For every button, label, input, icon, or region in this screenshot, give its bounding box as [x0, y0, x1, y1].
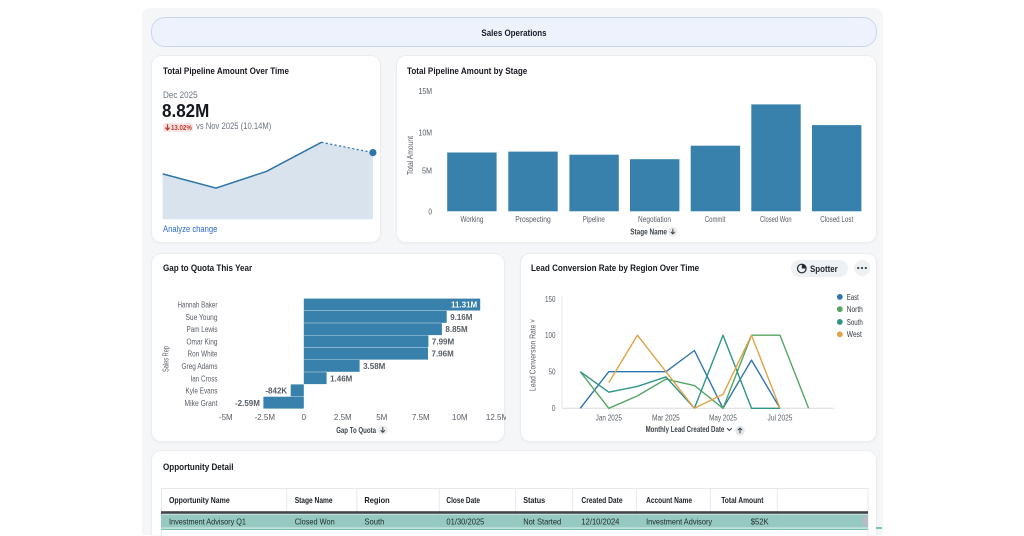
svg-text:Closed Won: Closed Won: [760, 215, 792, 224]
svg-text:12/10/2024: 12/10/2024: [582, 516, 620, 526]
svg-text:Stage Name: Stage Name: [630, 227, 667, 236]
svg-text:50: 50: [549, 368, 556, 377]
svg-text:-2.59M: -2.59M: [235, 399, 260, 408]
svg-text:Hannah Baker: Hannah Baker: [178, 301, 218, 310]
svg-text:7.5M: 7.5M: [412, 413, 430, 422]
svg-text:Created Date: Created Date: [582, 495, 624, 505]
svg-text:Omar King: Omar King: [187, 337, 218, 346]
svg-text:Region: Region: [365, 495, 390, 505]
svg-text:Kyle Evans: Kyle Evans: [186, 387, 218, 396]
svg-text:Monthly Lead Created Date: Monthly Lead Created Date: [646, 425, 725, 434]
svg-text:Prospecting: Prospecting: [515, 215, 551, 224]
svg-text:5M: 5M: [422, 167, 432, 176]
svg-text:0: 0: [302, 413, 307, 422]
svg-text:Pipeline: Pipeline: [583, 215, 606, 224]
svg-text:Opportunity Name: Opportunity Name: [169, 495, 230, 505]
svg-text:Closed Lost: Closed Lost: [820, 215, 854, 224]
svg-text:10M: 10M: [419, 129, 433, 138]
svg-text:5M: 5M: [376, 413, 387, 422]
svg-text:Investment Advisory: Investment Advisory: [646, 516, 713, 526]
svg-text:Commit: Commit: [705, 215, 726, 224]
svg-text:$52K: $52K: [751, 516, 769, 526]
svg-text:May 2025: May 2025: [709, 413, 737, 422]
svg-text:12.5M: 12.5M: [486, 413, 506, 422]
svg-text:Jul 2025: Jul 2025: [768, 413, 793, 422]
svg-text:Not Started: Not Started: [524, 516, 562, 526]
svg-text:1.46M: 1.46M: [330, 374, 353, 383]
svg-text:-842K: -842K: [265, 387, 287, 396]
svg-text:Sue Young: Sue Young: [186, 313, 218, 322]
svg-text:West: West: [847, 330, 863, 339]
svg-text:East: East: [847, 293, 860, 302]
svg-text:Total Amount: Total Amount: [722, 495, 764, 505]
svg-text:10M: 10M: [452, 413, 468, 422]
svg-text:01/30/2025: 01/30/2025: [447, 516, 485, 526]
svg-text:Stage Name: Stage Name: [295, 495, 333, 505]
svg-text:9.16M: 9.16M: [450, 313, 473, 322]
svg-text:Ian Cross: Ian Cross: [191, 374, 218, 383]
svg-text:North: North: [847, 305, 863, 314]
svg-text:-2.5M: -2.5M: [255, 413, 276, 422]
svg-text:8.85M: 8.85M: [445, 325, 468, 334]
svg-text:0: 0: [428, 207, 432, 216]
svg-text:Close Date: Close Date: [447, 495, 481, 505]
svg-text:Negotiation: Negotiation: [638, 215, 671, 224]
svg-text:15M: 15M: [419, 87, 433, 96]
svg-text:Ron White: Ron White: [188, 350, 218, 359]
svg-text:Gap To Quota: Gap To Quota: [336, 426, 376, 435]
svg-text:Lead Conversion Rate ˅: Lead Conversion Rate ˅: [529, 319, 538, 391]
svg-text:11.31M: 11.31M: [451, 301, 478, 310]
svg-text:-5M: -5M: [219, 413, 233, 422]
svg-text:Mike Grant: Mike Grant: [185, 399, 219, 408]
svg-text:100: 100: [545, 331, 556, 340]
svg-text:0: 0: [552, 404, 556, 413]
svg-text:Closed Won: Closed Won: [295, 516, 335, 526]
svg-text:2.5M: 2.5M: [334, 413, 352, 422]
svg-text:3.58M: 3.58M: [363, 362, 386, 371]
svg-text:7.96M: 7.96M: [432, 350, 455, 359]
svg-text:South: South: [365, 516, 385, 526]
svg-text:Greg Adams: Greg Adams: [182, 362, 218, 371]
svg-text:Jan 2025: Jan 2025: [596, 413, 623, 422]
svg-text:Pam Lewis: Pam Lewis: [187, 325, 218, 334]
svg-text:South: South: [847, 318, 863, 327]
svg-text:7.99M: 7.99M: [432, 337, 455, 346]
svg-text:Sales Rep: Sales Rep: [161, 346, 170, 372]
svg-text:Working: Working: [460, 215, 483, 224]
svg-text:Total Amount: Total Amount: [406, 135, 415, 175]
svg-text:Investment Advisory Q1: Investment Advisory Q1: [169, 516, 246, 526]
svg-text:Mar 2025: Mar 2025: [652, 413, 680, 422]
svg-text:Status: Status: [524, 495, 546, 505]
svg-text:Account Name: Account Name: [646, 495, 692, 505]
svg-text:150: 150: [545, 295, 556, 304]
